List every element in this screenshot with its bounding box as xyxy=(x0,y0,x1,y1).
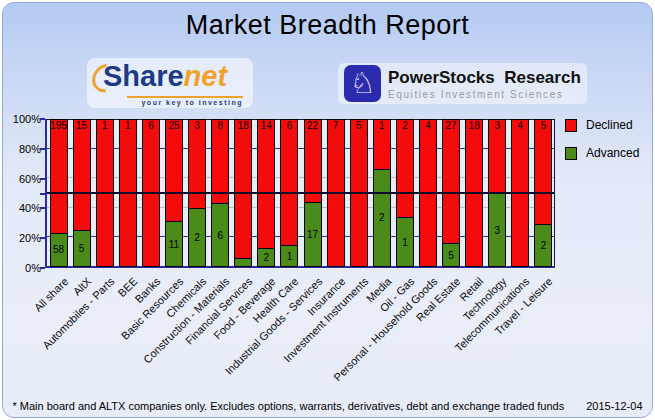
declined-count-label: 2 xyxy=(394,120,416,131)
declined-swatch-icon xyxy=(565,119,577,132)
advanced-segment: 5 xyxy=(73,230,91,268)
declined-count-label: 6 xyxy=(140,120,162,131)
legend-item-declined: Declined xyxy=(565,118,639,132)
declined-count-label: 8 xyxy=(209,120,231,131)
declined-count-label: 5 xyxy=(532,120,554,131)
fifty-percent-line xyxy=(47,192,554,194)
powerstocks-name: PowerStocks Research xyxy=(388,68,581,88)
report-date: 2015-12-04 xyxy=(586,400,642,412)
y-tick-label: 60% xyxy=(3,173,41,185)
legend-label-advanced: Advanced xyxy=(586,146,639,160)
advanced-segment: 58 xyxy=(50,233,68,267)
y-tick-label: 100% xyxy=(3,113,41,125)
y-tick-label: 80% xyxy=(3,143,41,155)
y-tick-label: 40% xyxy=(3,202,41,214)
declined-count-label: 6 xyxy=(278,120,300,131)
declined-count-label: 25 xyxy=(163,120,185,131)
report-card: Market Breadth Report Sharenet your key … xyxy=(2,2,653,418)
chart-legend: Declined Advanced xyxy=(565,118,639,174)
y-tick-label: 0% xyxy=(3,262,41,274)
advanced-segment: 5 xyxy=(442,243,460,267)
declined-count-label: 1 xyxy=(117,120,139,131)
declined-count-label: 195 xyxy=(48,120,70,131)
advanced-segment xyxy=(234,258,252,267)
powerstocks-logo: ♘ PowerStocks Research Equities Investme… xyxy=(338,63,587,104)
sharenet-logo: Sharenet your key to investing xyxy=(87,58,253,108)
advanced-segment: 6 xyxy=(211,203,229,267)
advanced-segment: 2 xyxy=(534,224,552,267)
declined-count-label: 27 xyxy=(440,120,462,131)
declined-count-label: 1 xyxy=(371,120,393,131)
declined-count-label: 22 xyxy=(302,120,324,131)
declined-count-label: 14 xyxy=(255,120,277,131)
advanced-segment: 1 xyxy=(280,245,298,267)
advanced-segment: 1 xyxy=(396,217,414,267)
sharenet-word-net: net xyxy=(184,60,228,93)
advanced-segment: 11 xyxy=(165,221,183,267)
page-title: Market Breadth Report xyxy=(3,10,652,41)
sharenet-underline xyxy=(127,96,243,98)
declined-count-label: 7 xyxy=(325,120,347,131)
knight-chess-piece-icon: ♘ xyxy=(344,65,381,102)
powerstocks-tagline: Equities Investment Sciences xyxy=(388,89,581,100)
footnote-text: * Main board and ALTX companies only. Ex… xyxy=(12,400,564,412)
legend-label-declined: Declined xyxy=(586,118,633,132)
declined-count-label: 18 xyxy=(232,120,254,131)
declined-count-label: 18 xyxy=(463,120,485,131)
advanced-segment: 2 xyxy=(257,248,275,267)
advanced-segment: 3 xyxy=(488,193,506,267)
sharenet-tagline: your key to investing xyxy=(141,99,243,106)
declined-count-label: 4 xyxy=(509,120,531,131)
footnote: * Main board and ALTX companies only. Ex… xyxy=(3,400,652,412)
y-tick-label: 20% xyxy=(3,232,41,244)
chart-plot-area: 1955815511625113286181426122177512214275… xyxy=(45,119,555,268)
advanced-segment: 2 xyxy=(188,208,206,267)
advanced-segment: 2 xyxy=(373,169,391,267)
x-category-label: All share xyxy=(31,275,70,314)
advanced-segment: 17 xyxy=(304,202,322,267)
declined-count-label: 3 xyxy=(186,120,208,131)
declined-count-label: 4 xyxy=(417,120,439,131)
declined-count-label: 3 xyxy=(486,120,508,131)
declined-count-label: 1 xyxy=(94,120,116,131)
legend-item-advanced: Advanced xyxy=(565,146,639,160)
declined-count-label: 15 xyxy=(71,120,93,131)
declined-count-label: 5 xyxy=(348,120,370,131)
advanced-swatch-icon xyxy=(565,147,577,160)
